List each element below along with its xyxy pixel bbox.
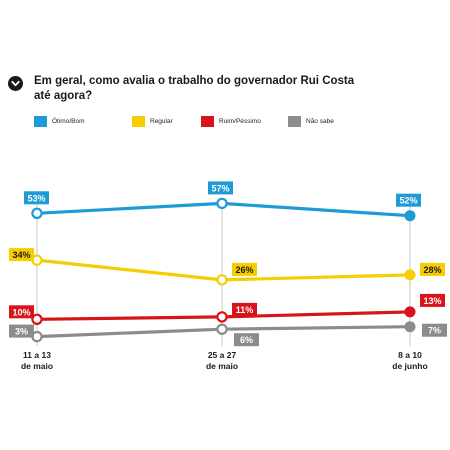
chart-legend: Ótimo/Bom Regular Ruim/Péssimo Não sabe <box>34 116 444 128</box>
legend-swatch-nao_sabe <box>288 116 301 127</box>
data-label-nao_sabe-1: 6% <box>240 335 253 345</box>
point-regular-2 <box>404 269 416 281</box>
point-nao_sabe-2 <box>404 321 416 333</box>
data-label-bg-regular-2 <box>420 262 445 276</box>
point-otimo-2 <box>404 210 416 222</box>
data-label-bg-ruim-0 <box>9 305 34 319</box>
x-tick-label-1-line1: 25 a 27 <box>208 350 237 360</box>
x-tick-label-2-line1: 8 a 10 <box>398 350 422 360</box>
data-label-nao_sabe-2: 7% <box>428 326 441 336</box>
legend-swatch-ruim <box>201 116 214 127</box>
data-label-bg-otimo-0 <box>24 191 49 205</box>
point-otimo-0 <box>31 207 43 219</box>
data-label-bg-nao_sabe-1 <box>234 333 259 347</box>
data-label-ruim-2: 13% <box>423 296 441 306</box>
point-otimo-1 <box>216 197 228 210</box>
x-tick-label-1-line2: de maio <box>206 361 238 371</box>
legend-swatch-regular <box>132 116 145 127</box>
x-tick-label-2-line2: de junho <box>392 361 427 371</box>
data-label-regular-0: 34% <box>12 250 30 260</box>
legend-label-nao_sabe: Não sabe <box>306 118 334 125</box>
legend-swatch-otimo <box>34 116 47 127</box>
data-label-ruim-0: 10% <box>12 307 30 317</box>
legend-label-regular: Regular <box>150 118 173 125</box>
chevron-down-icon <box>8 76 23 91</box>
data-label-regular-2: 28% <box>423 265 441 275</box>
data-label-bg-regular-0 <box>9 248 34 262</box>
legend-label-ruim: Ruim/Péssimo <box>219 118 261 125</box>
data-label-ruim-1: 11% <box>236 305 254 315</box>
data-label-regular-1: 26% <box>235 265 253 275</box>
x-tick-label-0-line2: de maio <box>21 361 53 371</box>
data-label-bg-nao_sabe-0 <box>9 324 34 338</box>
x-tick-label-0-line1: 11 a 13 <box>23 350 51 360</box>
data-label-bg-nao_sabe-2 <box>422 323 447 337</box>
point-ruim-2 <box>404 306 416 318</box>
data-label-otimo-2: 52% <box>399 196 417 206</box>
point-nao_sabe-1 <box>216 323 228 335</box>
data-label-nao_sabe-0: 3% <box>15 327 28 337</box>
data-label-bg-otimo-2 <box>396 193 421 207</box>
data-label-bg-ruim-1 <box>232 302 257 316</box>
point-regular-1 <box>216 274 228 286</box>
data-label-bg-otimo-1 <box>208 181 233 195</box>
point-ruim-0 <box>31 313 43 325</box>
data-label-otimo-0: 53% <box>27 193 45 203</box>
data-label-bg-ruim-2 <box>420 293 445 307</box>
data-label-otimo-1: 57% <box>211 183 229 193</box>
legend-label-otimo: Ótimo/Bom <box>52 118 85 125</box>
point-ruim-1 <box>216 311 228 323</box>
chart-title: Em geral, como avalia o trabalho do gove… <box>34 75 355 102</box>
data-label-bg-regular-1 <box>232 262 257 276</box>
